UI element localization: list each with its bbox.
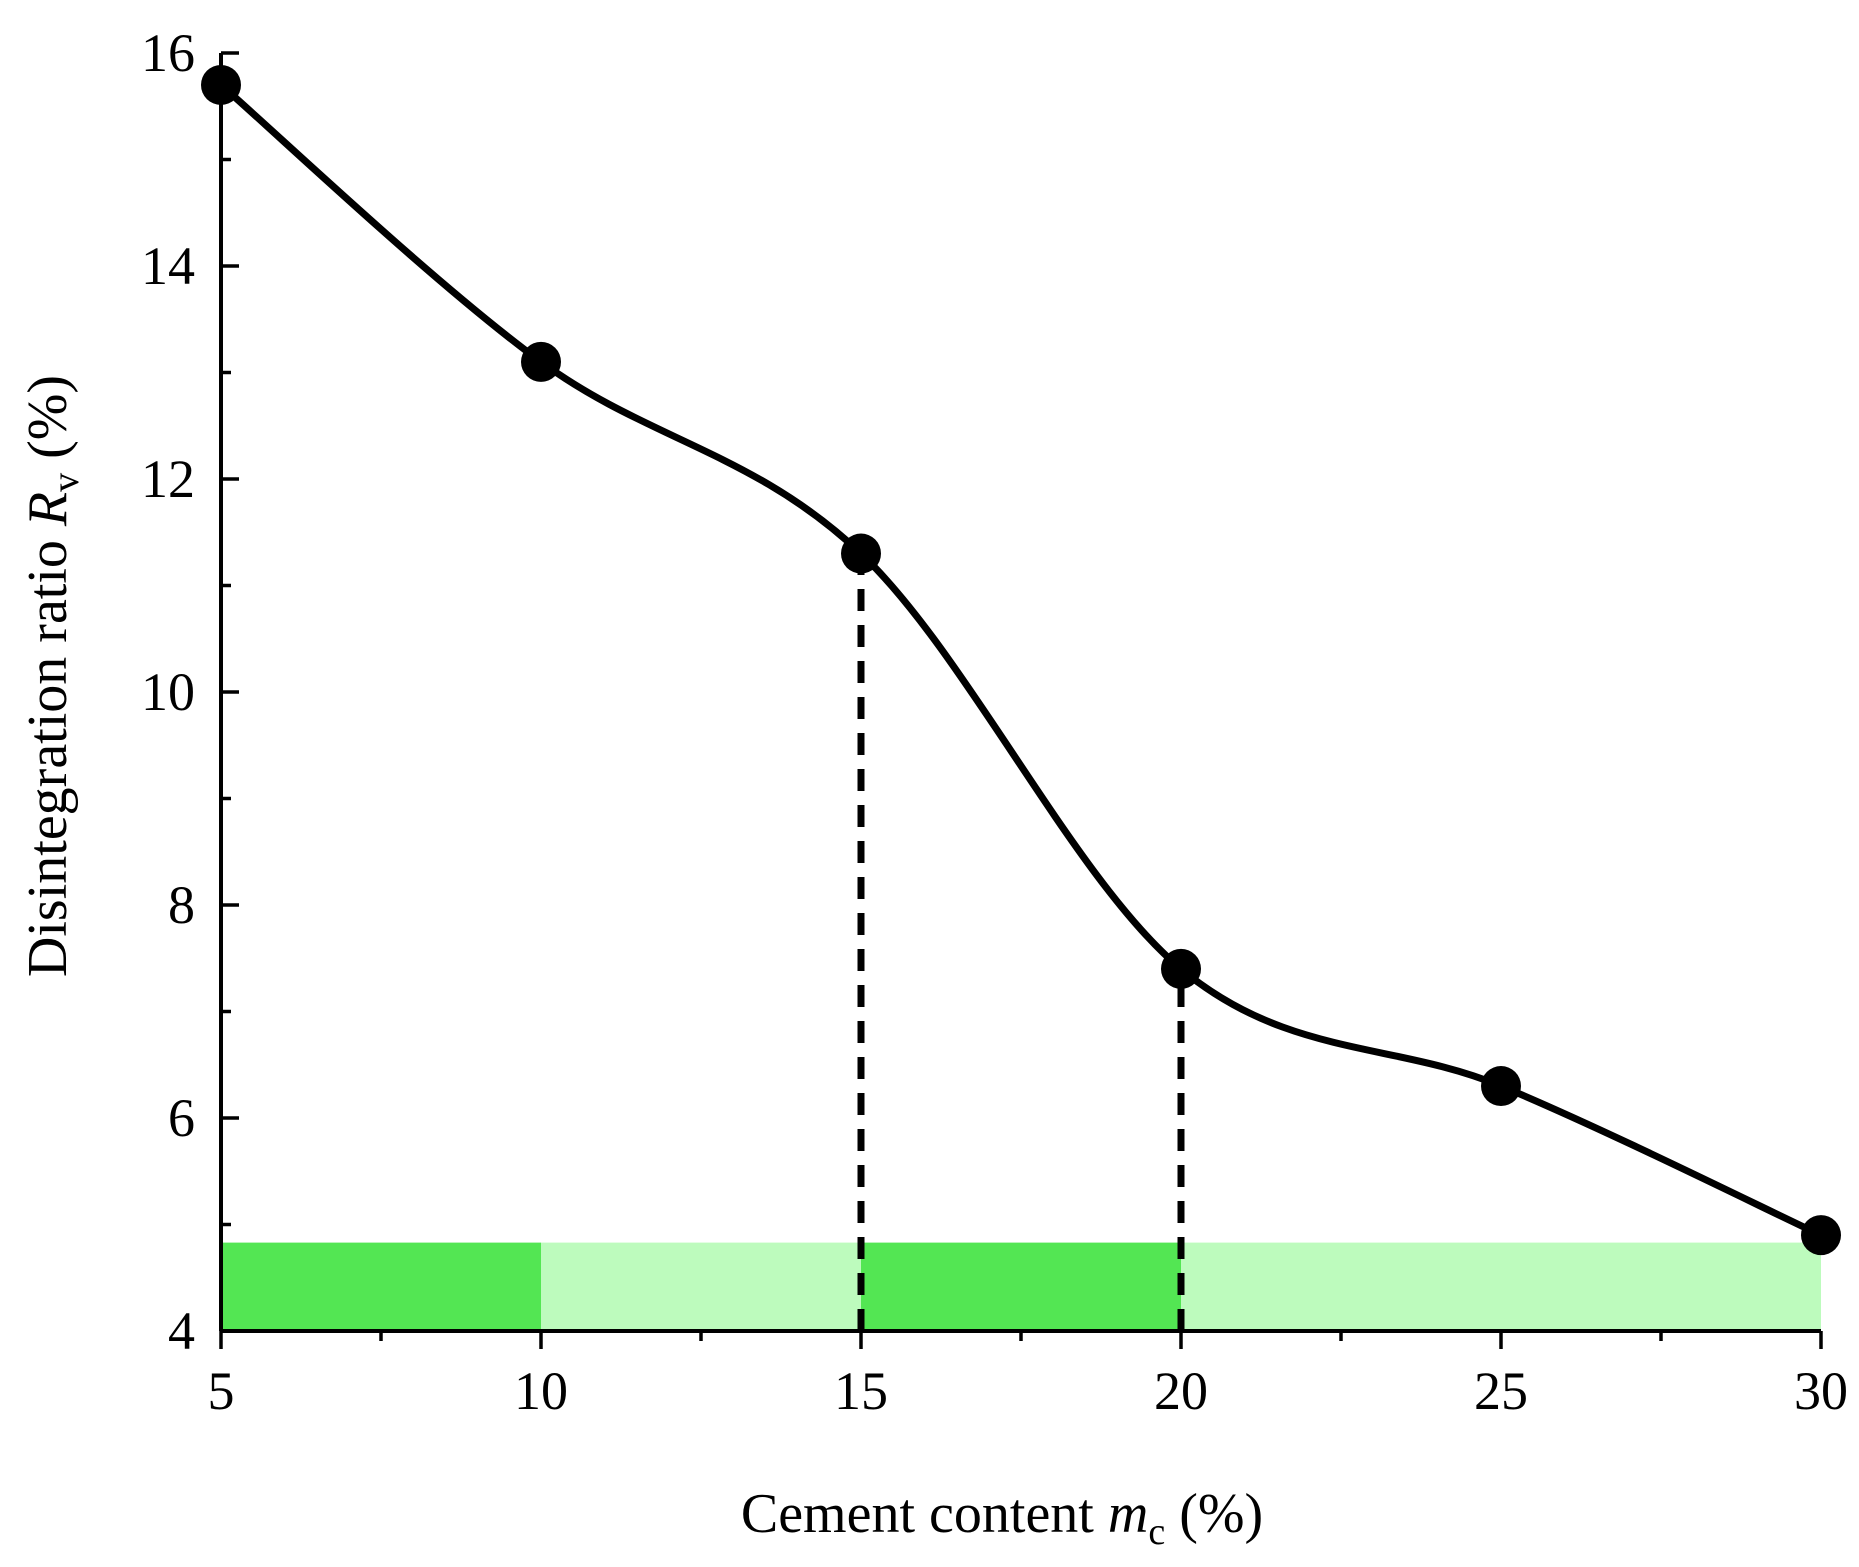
reference-lines xyxy=(857,553,1185,1331)
y-tick-label-8: 8 xyxy=(168,875,195,935)
data-point-25 xyxy=(1481,1066,1521,1107)
band-3 xyxy=(861,1242,1181,1331)
y-tick-label-4: 4 xyxy=(168,1301,195,1361)
x-axis-title-prefix: Cement content xyxy=(741,1483,1108,1545)
band-1 xyxy=(221,1242,541,1331)
x-tick-label-25: 25 xyxy=(1474,1361,1528,1421)
y-axis-title-symbol: R xyxy=(17,492,79,527)
band-4 xyxy=(1181,1242,1821,1331)
y-tick-label-14: 14 xyxy=(141,236,195,296)
y-tick-label-10: 10 xyxy=(141,662,195,722)
shaded-bands xyxy=(221,1242,1821,1331)
data-point-20 xyxy=(1161,948,1201,989)
y-axis-title-subscript: v xyxy=(45,473,87,492)
y-axis-title: Disintegration ratio Rv (%) xyxy=(17,375,87,977)
y-tick-label-16: 16 xyxy=(141,23,195,83)
x-tick-label-5: 5 xyxy=(208,1361,235,1421)
band-2 xyxy=(541,1242,861,1331)
y-axis-ticks: 4 6 8 10 12 14 16 xyxy=(141,23,239,1361)
y-axis-title-prefix: Disintegration ratio xyxy=(17,526,79,977)
x-tick-label-10: 10 xyxy=(514,1361,568,1421)
x-tick-label-20: 20 xyxy=(1154,1361,1208,1421)
data-point-10 xyxy=(521,341,561,382)
x-tick-label-15: 15 xyxy=(834,1361,888,1421)
data-point-15 xyxy=(841,533,881,574)
x-axis-title-suffix: (%) xyxy=(1165,1483,1263,1545)
series-curve xyxy=(217,81,1825,1239)
x-axis-ticks: 5 10 15 20 25 30 xyxy=(208,1331,1848,1421)
data-markers xyxy=(201,64,1841,1256)
y-tick-label-12: 12 xyxy=(141,449,195,509)
axes xyxy=(219,53,1821,1333)
y-axis-title-suffix: (%) xyxy=(17,375,79,473)
x-tick-label-30: 30 xyxy=(1794,1361,1848,1421)
x-axis-title-subscript: c xyxy=(1148,1511,1165,1553)
y-tick-label-6: 6 xyxy=(168,1088,195,1148)
data-point-30 xyxy=(1801,1215,1841,1256)
x-axis-title: Cement content mc (%) xyxy=(741,1483,1263,1553)
x-axis-title-symbol: m xyxy=(1108,1483,1148,1545)
